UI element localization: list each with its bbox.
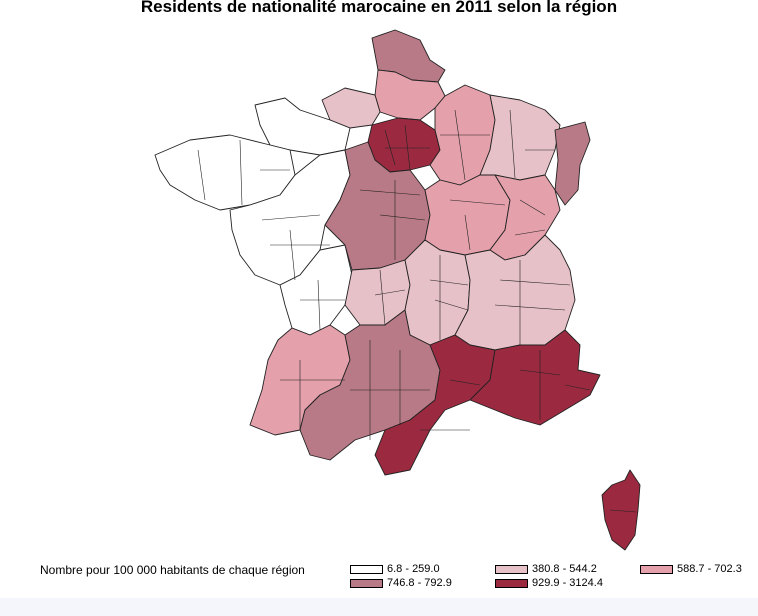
choropleth-map: [154, 29, 641, 551]
legend-swatch: [495, 578, 528, 588]
legend-label: 588.7 - 702.3: [677, 563, 742, 575]
region-languedoc: [374, 334, 496, 476]
region-alsace: [554, 121, 591, 206]
legend-item-4: 746.8 - 792.9: [350, 577, 452, 589]
legend-item-2: 380.8 - 544.2: [495, 563, 597, 575]
legend-label: 380.8 - 544.2: [532, 563, 597, 575]
legend-swatch: [640, 564, 673, 574]
legend-title: Nombre pour 100 000 habitants de chaque …: [40, 563, 305, 577]
legend-swatch: [350, 564, 383, 574]
footer-band: [0, 598, 758, 616]
legend-label: 929.9 - 3124.4: [532, 577, 603, 589]
legend-item-1: 6.8 - 259.0: [350, 563, 440, 575]
region-corse: [601, 469, 641, 551]
legend-item-3: 588.7 - 702.3: [640, 563, 742, 575]
legend-item-5: 929.9 - 3124.4: [495, 577, 603, 589]
legend-label: 6.8 - 259.0: [387, 563, 440, 575]
legend-label: 746.8 - 792.9: [387, 577, 452, 589]
region-paca: [469, 329, 601, 426]
map-title: Residents de nationalité marocaine en 20…: [140, 0, 618, 16]
legend-swatch: [495, 564, 528, 574]
legend-swatch: [350, 578, 383, 588]
